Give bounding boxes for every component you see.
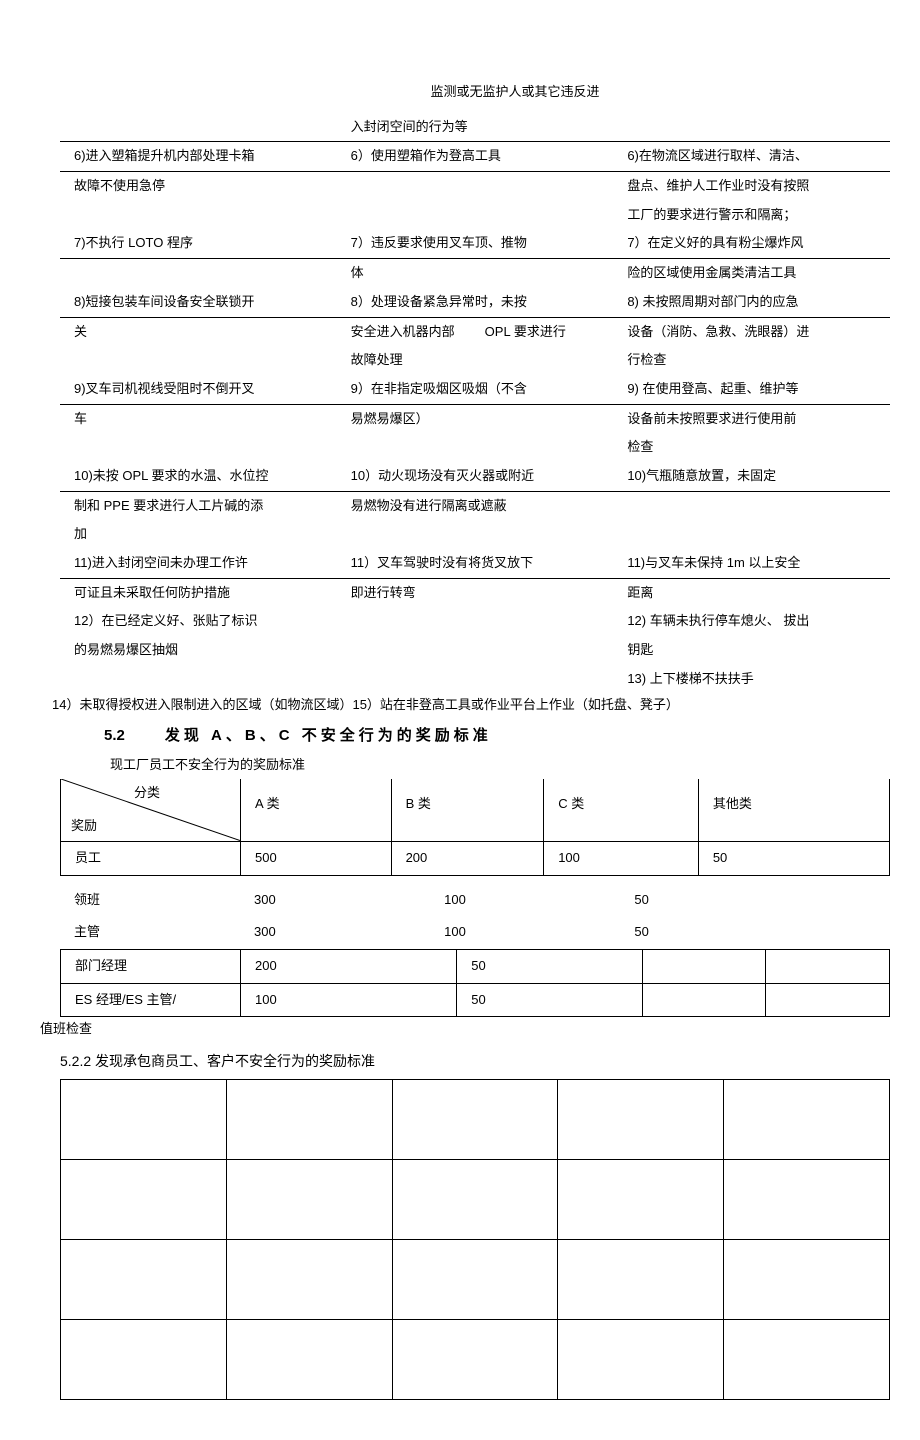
- diag-bot: 奖励: [71, 814, 97, 839]
- section-5-2-2-title: 5.2.2 发现承包商员工、客户不安全行为的奖励标准: [60, 1048, 890, 1075]
- val: 50: [698, 841, 889, 875]
- reward-table-bottom: 部门经理 200 50 ES 经理/ES 主管/ 100 50: [60, 949, 890, 1017]
- cell: 故障不使用急停: [60, 172, 337, 201]
- val: 500: [241, 841, 392, 875]
- cell: 11）叉车驾驶时没有将货叉放下: [337, 549, 614, 578]
- section-5-2-title: 5.2发现 A、B、C 不安全行为的奖励标准: [104, 722, 890, 751]
- cell: 易燃物没有进行隔离或遮蔽: [337, 491, 614, 520]
- cell: 制和 PPE 要求进行人工片碱的添: [60, 491, 337, 520]
- cell: 12) 车辆未执行停车熄火、 拔出: [613, 607, 890, 636]
- header-fragment: 监测或无监护人或其它违反进: [140, 80, 890, 105]
- cell: 11)与叉车未保持 1m 以上安全: [613, 549, 890, 578]
- cell: 即进行转弯: [337, 578, 614, 607]
- row-label: 员工: [61, 841, 241, 875]
- col-a: A 类: [241, 779, 392, 828]
- val: 100: [430, 884, 620, 917]
- cell: 9)叉车司机视线受阻时不倒开叉: [60, 375, 337, 404]
- cell: 易燃易爆区）: [337, 404, 614, 433]
- cell: 10)未按 OPL 要求的水温、水位控: [60, 462, 337, 491]
- cell: 险的区域使用金属类清洁工具: [613, 259, 890, 288]
- cell: 关: [60, 317, 337, 346]
- cell: 盘点、维护人工作业时没有按照: [613, 172, 890, 201]
- val: 100: [430, 916, 620, 949]
- cell: 检查: [613, 433, 890, 462]
- row-label: 主管: [60, 916, 240, 949]
- cell: 入封闭空间的行为等: [337, 113, 614, 142]
- val: 100: [241, 983, 457, 1017]
- footer-text: 值班检查: [40, 1017, 890, 1042]
- cell: 7）违反要求使用叉车顶、推物: [337, 229, 614, 258]
- val: 50: [457, 949, 642, 983]
- cell: 6）使用塑箱作为登高工具: [337, 142, 614, 172]
- val: 300: [240, 884, 430, 917]
- reward-table-cont: 领班 300 100 50 主管 300 100 50: [60, 884, 890, 949]
- cell: 7)不执行 LOTO 程序: [60, 229, 337, 258]
- val: 50: [620, 916, 783, 949]
- reward-table: 分类 奖励 A 类 B 类 C 类 其他类 员工 500 200 100 50: [60, 779, 890, 875]
- cell: 可证且未采取任何防护措施: [60, 578, 337, 607]
- cell: 8）处理设备紧急异常时，未按: [337, 288, 614, 317]
- val: 50: [457, 983, 642, 1017]
- cell: 8) 未按照周期对部门内的应急: [613, 288, 890, 317]
- cell: 行检查: [613, 346, 890, 375]
- val: 300: [240, 916, 430, 949]
- row-label: 部门经理: [61, 949, 241, 983]
- cell: 9) 在使用登高、起重、维护等: [613, 375, 890, 404]
- diag-top: 分类: [134, 781, 160, 806]
- cell: 设备前未按照要求进行使用前: [613, 404, 890, 433]
- empty-reward-table: [60, 1079, 890, 1400]
- row-label: ES 经理/ES 主管/: [61, 983, 241, 1017]
- section-5-2-1-title: 现工厂员工不安全行为的奖励标准: [110, 753, 890, 778]
- cell: 11)进入封闭空间未办理工作许: [60, 549, 337, 578]
- col-other: 其他类: [698, 779, 889, 828]
- cell: 工厂的要求进行警示和隔离；: [613, 201, 890, 230]
- cell: 安全进入机器内部OPL 要求进行: [337, 317, 614, 346]
- cell: 9）在非指定吸烟区吸烟（不含: [337, 375, 614, 404]
- col-b: B 类: [391, 779, 544, 828]
- cell: 6)在物流区域进行取样、清洁、: [613, 142, 890, 172]
- col-c: C 类: [544, 779, 699, 828]
- cell: 8)短接包装车间设备安全联锁开: [60, 288, 337, 317]
- row-label: 领班: [60, 884, 240, 917]
- cell: 加: [60, 520, 337, 549]
- cell: 13) 上下楼梯不扶扶手: [613, 665, 890, 694]
- violations-table: 入封闭空间的行为等 6)进入塑箱提升机内部处理卡箱6）使用塑箱作为登高工具6)在…: [60, 113, 890, 694]
- val: 50: [620, 884, 783, 917]
- cell: 6)进入塑箱提升机内部处理卡箱: [60, 142, 337, 172]
- val: 200: [391, 841, 544, 875]
- cell: 故障处理: [337, 346, 614, 375]
- cell: 7）在定义好的具有粉尘爆炸风: [613, 229, 890, 258]
- cell: 10）动火现场没有灭火器或附近: [337, 462, 614, 491]
- cell: 体: [337, 259, 614, 288]
- val: 100: [544, 841, 699, 875]
- row-14-text: 14）未取得授权进入限制进入的区域（如物流区域）15）站在非登高工具或作业平台上…: [38, 693, 890, 718]
- cell: 钥匙: [613, 636, 890, 665]
- cell: 10)气瓶随意放置，未固定: [613, 462, 890, 491]
- cell: 距离: [613, 578, 890, 607]
- cell: 设备（消防、急救、洗眼器）进: [613, 317, 890, 346]
- val: 200: [241, 949, 457, 983]
- cell: 12）在已经定义好、张贴了标识: [60, 607, 337, 636]
- cell: 车: [60, 404, 337, 433]
- cell: 的易燃易爆区抽烟: [60, 636, 337, 665]
